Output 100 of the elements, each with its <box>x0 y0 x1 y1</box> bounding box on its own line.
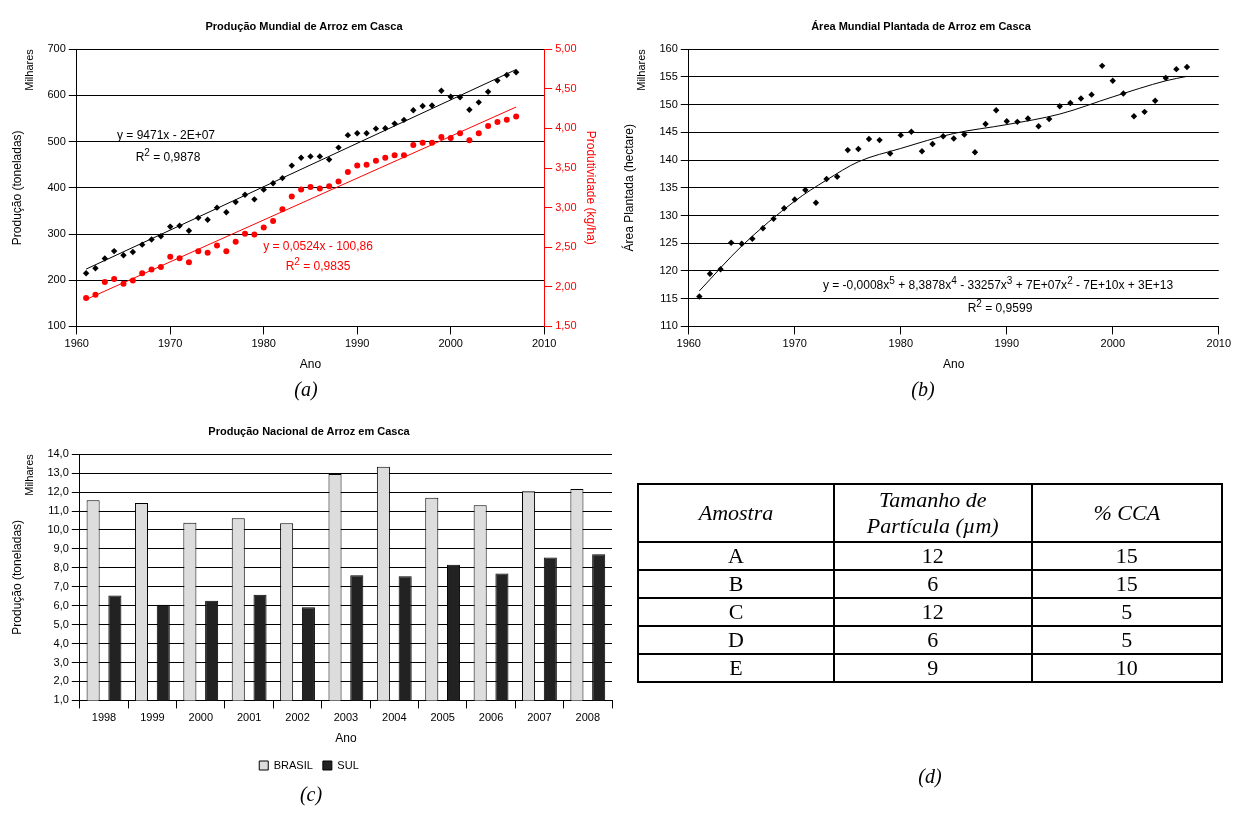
x-tick-label: 1960 <box>64 337 89 350</box>
point <box>157 233 165 240</box>
text: D <box>728 627 744 652</box>
point <box>391 152 398 159</box>
point <box>269 179 277 187</box>
point <box>176 222 183 229</box>
legend-label: BRASIL <box>273 758 313 771</box>
point <box>855 145 862 153</box>
y-axis-title: Produção (toneladas) <box>9 519 24 635</box>
chart-title: Produção Nacional de Arroz em Casca <box>208 424 411 437</box>
point <box>833 173 841 180</box>
point <box>325 156 333 163</box>
y-tick-label: 2,0 <box>53 674 69 687</box>
point <box>120 280 127 287</box>
text: (c) <box>298 783 324 806</box>
y-tick-label: 600 <box>47 88 66 101</box>
x-tick-label: 2004 <box>382 711 407 724</box>
point <box>148 236 155 243</box>
x-tick-label: 2000 <box>188 711 213 724</box>
text: A <box>728 543 744 568</box>
point <box>706 270 714 277</box>
point <box>1056 103 1063 110</box>
point <box>475 130 482 137</box>
point <box>982 120 989 128</box>
y-tick-label: 10,0 <box>47 522 69 535</box>
y2-tick-label: 3,00 <box>555 200 577 213</box>
y-tick-label: 115 <box>660 291 678 304</box>
point <box>410 106 417 114</box>
point <box>167 253 174 260</box>
point <box>316 185 323 192</box>
y-tick-label: 5,0 <box>53 617 69 630</box>
y-tick-label: 9,0 <box>53 541 69 554</box>
point <box>1014 118 1021 126</box>
text: (b) <box>910 378 936 401</box>
y-tick-label: 145 <box>659 125 678 138</box>
text: Milhares <box>23 453 36 496</box>
point <box>92 291 99 298</box>
point <box>241 191 249 198</box>
point <box>92 264 99 272</box>
x-axis-title: Ano <box>335 731 357 746</box>
y2-tick-label: 2,00 <box>555 279 577 292</box>
point <box>466 137 473 144</box>
x-tick-label: 1970 <box>782 337 807 350</box>
legend-label: SUL <box>337 758 359 771</box>
point <box>307 153 314 160</box>
point <box>297 154 305 161</box>
point <box>1130 113 1138 120</box>
text: 12 <box>921 599 944 624</box>
point <box>1120 90 1127 97</box>
point <box>844 146 851 154</box>
y-tick-label: 700 <box>47 42 66 55</box>
point <box>344 168 351 175</box>
point <box>223 248 230 255</box>
y-tick-label: 7,0 <box>53 579 69 592</box>
x-tick-label: 2010 <box>531 337 557 350</box>
point <box>400 152 407 159</box>
text: (d) <box>917 765 943 788</box>
point <box>279 174 286 182</box>
x-tick-label: 2010 <box>1206 337 1232 350</box>
point <box>780 205 788 212</box>
point <box>213 204 221 211</box>
y-tick-label: 155 <box>659 69 678 82</box>
point <box>950 135 957 142</box>
point <box>886 150 894 157</box>
y-axis-title: Área Plantada (hectare) <box>620 124 636 252</box>
point <box>865 135 873 143</box>
x-tick-label: 2000 <box>1100 337 1125 350</box>
y-tick-label: 6,0 <box>53 598 69 611</box>
point <box>1098 62 1106 70</box>
point <box>232 198 239 206</box>
point <box>475 99 482 106</box>
point <box>195 248 202 255</box>
point <box>363 130 370 137</box>
x-tick-label: 1999 <box>140 711 165 724</box>
y-tick-label: 120 <box>659 263 678 276</box>
x-tick-label: 2005 <box>430 711 455 724</box>
point <box>717 266 724 273</box>
point <box>251 196 258 203</box>
point <box>363 161 370 168</box>
point <box>110 247 118 255</box>
point <box>279 206 286 213</box>
y-tick-label: 3,0 <box>53 655 69 668</box>
annotation: R$^{2}$ = 0,9599 <box>967 297 1033 315</box>
text: E <box>729 655 743 680</box>
point <box>447 93 454 100</box>
point <box>372 157 379 164</box>
text: 15 <box>1115 571 1138 596</box>
x-tick-label: 2008 <box>575 711 601 724</box>
point <box>456 94 464 101</box>
point <box>260 224 267 231</box>
y-tick-label: 160 <box>659 42 678 55</box>
point <box>738 240 745 247</box>
point <box>372 125 380 132</box>
point <box>195 214 202 222</box>
point <box>1088 91 1095 98</box>
text: 5 <box>1121 627 1133 652</box>
point <box>1183 63 1191 71</box>
x-axis-title: Ano <box>299 357 322 372</box>
point <box>410 142 417 149</box>
point <box>148 266 155 273</box>
